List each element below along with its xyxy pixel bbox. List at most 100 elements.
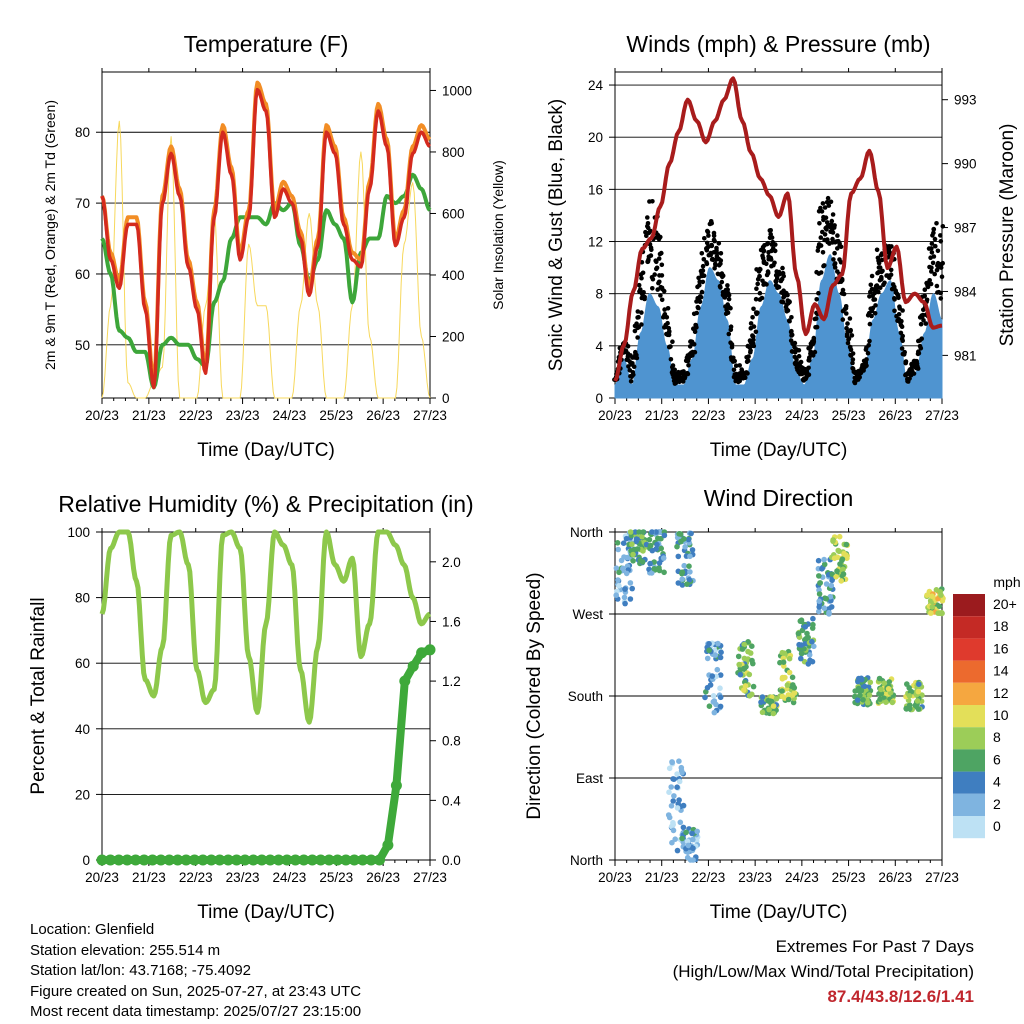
gust-point xyxy=(744,355,749,360)
y-right-tick-label: 0.8 xyxy=(442,734,461,749)
gust-point xyxy=(880,268,885,274)
gust-point xyxy=(751,334,756,339)
direction-point xyxy=(867,679,874,686)
gust-point xyxy=(645,215,650,220)
gust-point xyxy=(930,260,936,266)
direction-point xyxy=(746,671,753,678)
direction-point xyxy=(668,784,674,790)
gust-point xyxy=(850,360,855,366)
direction-point xyxy=(821,605,828,611)
direction-point xyxy=(678,767,685,774)
direction-point xyxy=(653,546,659,552)
gust-point xyxy=(750,315,755,320)
gust-point xyxy=(933,243,938,249)
gust-point xyxy=(643,229,648,235)
info-recent: Most recent data timestamp: 2025/07/27 2… xyxy=(30,1003,362,1020)
direction-point xyxy=(810,615,816,622)
direction-point xyxy=(706,641,712,647)
gust-point xyxy=(685,371,691,377)
gust-point xyxy=(770,239,776,245)
gust-point xyxy=(940,260,945,266)
gust-point xyxy=(746,358,751,364)
gust-point xyxy=(817,221,822,226)
gust-point xyxy=(780,265,785,271)
x-tick-label: 26/23 xyxy=(366,870,400,885)
gust-point xyxy=(659,285,665,291)
gust-point xyxy=(628,379,634,384)
gust-point xyxy=(899,336,905,342)
direction-point xyxy=(749,657,755,664)
gust-point xyxy=(713,261,718,267)
gust-point xyxy=(737,363,742,368)
direction-point xyxy=(759,709,766,716)
gust-point xyxy=(728,305,733,311)
gust-point xyxy=(940,224,946,229)
gust-point xyxy=(664,315,670,320)
panel-title: Relative Humidity (%) & Precipitation (i… xyxy=(58,491,473,517)
x-tick-label: 24/23 xyxy=(273,408,307,423)
direction-point xyxy=(639,533,645,540)
gust-point xyxy=(641,290,646,295)
direction-point xyxy=(741,665,747,672)
gust-point xyxy=(920,314,925,319)
direction-point xyxy=(613,592,619,598)
direction-point xyxy=(675,580,682,586)
direction-point xyxy=(938,592,944,598)
gust-point xyxy=(938,239,944,244)
y-tick-label: 80 xyxy=(75,591,90,606)
gust-point xyxy=(720,273,726,279)
panel-title: Winds (mph) & Pressure (mb) xyxy=(626,31,930,57)
direction-point xyxy=(789,674,796,681)
x-tick-label: 23/23 xyxy=(226,408,260,423)
gust-point xyxy=(828,199,834,205)
gust-point xyxy=(681,369,686,374)
y-tick-label: East xyxy=(576,771,603,786)
gust-point xyxy=(788,338,794,343)
y-right-tick-label: 0.0 xyxy=(442,853,461,868)
gust-point xyxy=(635,309,641,314)
gust-point xyxy=(823,215,829,220)
gust-point xyxy=(846,336,852,341)
direction-point xyxy=(686,563,692,569)
direction-point xyxy=(735,653,742,660)
gust-point xyxy=(831,257,836,262)
gust-point xyxy=(938,290,943,296)
gust-point xyxy=(789,332,795,338)
gust-point xyxy=(872,290,877,296)
gust-point xyxy=(865,350,871,356)
gust-point xyxy=(864,363,869,369)
y-right-axis-label: Station Pressure (Maroon) xyxy=(997,124,1018,347)
direction-point xyxy=(706,647,712,654)
gust-point xyxy=(796,353,802,359)
gust-point xyxy=(916,350,922,356)
gust-point xyxy=(794,357,799,363)
direction-point xyxy=(816,591,823,597)
gust-point xyxy=(781,273,786,279)
colorbar-label: 0 xyxy=(993,818,1001,834)
gust-point xyxy=(844,311,849,316)
gust-point xyxy=(872,311,878,316)
gust-point xyxy=(824,227,829,232)
direction-point xyxy=(840,571,847,577)
gust-point xyxy=(742,375,748,381)
y-right-tick-label: 400 xyxy=(442,268,465,283)
gust-point xyxy=(667,344,672,350)
y-right-tick-label: 2.0 xyxy=(442,555,461,570)
direction-point xyxy=(876,675,883,682)
gust-point xyxy=(726,292,732,298)
gust-point xyxy=(826,203,832,208)
gust-point xyxy=(914,361,920,367)
direction-point xyxy=(665,812,672,818)
y-tick-label: North xyxy=(570,525,603,540)
y-tick-label: 20 xyxy=(75,787,90,802)
direction-point xyxy=(670,827,677,834)
gust-point xyxy=(697,299,703,305)
gust-point xyxy=(869,313,874,319)
direction-point xyxy=(806,652,813,658)
gust-point xyxy=(818,270,824,275)
gust-point xyxy=(835,233,840,238)
y-right-tick-label: 200 xyxy=(442,329,465,344)
direction-point xyxy=(679,569,686,575)
direction-point xyxy=(936,603,943,610)
direction-point xyxy=(915,688,922,695)
